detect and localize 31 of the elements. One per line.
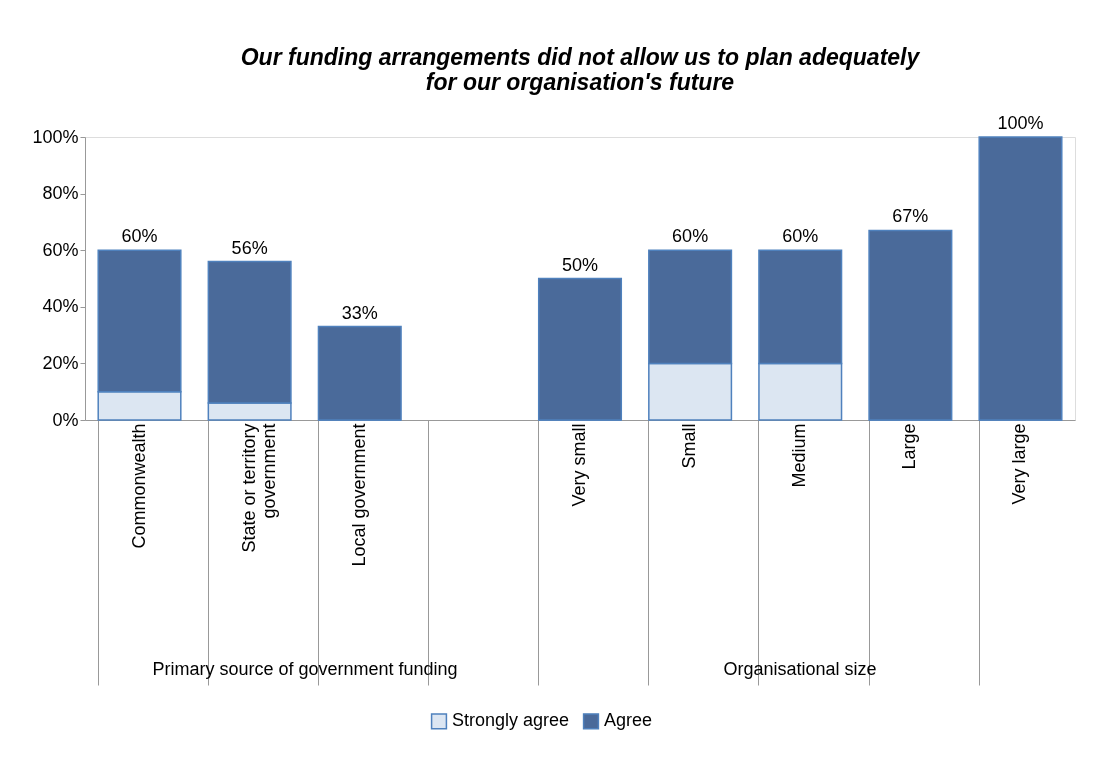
y-tick-label: 0% xyxy=(52,409,79,430)
y-tick-label: 60% xyxy=(42,239,79,260)
bar xyxy=(317,325,402,421)
text: Organisational size xyxy=(723,659,877,679)
x-tick-label: Large xyxy=(899,423,920,470)
y-tick-label: 40% xyxy=(42,296,79,317)
legend-label: Agree xyxy=(604,710,653,731)
total-label: 60% xyxy=(672,226,709,247)
chart-title: Our funding arrangements did not allow us to plan adequately for our organisation's future xyxy=(240,44,921,95)
total-label: 60% xyxy=(121,226,158,247)
x-tick-label: Very large xyxy=(1009,423,1030,505)
bar xyxy=(868,229,953,421)
x-tick-label: Medium xyxy=(789,423,810,488)
y-tick-label: 100% xyxy=(32,126,79,147)
legend-label: Strongly agree xyxy=(452,710,570,731)
x-tick-label: Commonwealth xyxy=(128,423,149,549)
total-label: 56% xyxy=(231,237,268,258)
x-tick-label: Small xyxy=(679,423,700,469)
y-tick-label: 20% xyxy=(42,352,79,373)
total-label: 100% xyxy=(997,113,1044,133)
total-label: 60% xyxy=(782,226,819,247)
x-tick-label: Local government xyxy=(348,423,369,567)
bar xyxy=(978,136,1063,421)
x-tick-label: Very small xyxy=(569,423,589,507)
total-label: 50% xyxy=(561,254,599,275)
total-label: 33% xyxy=(341,302,378,323)
x-tick-label: State or territory government xyxy=(238,423,279,553)
total-label: 67% xyxy=(892,206,929,227)
y-tick-label: 80% xyxy=(42,183,79,204)
bar xyxy=(537,277,623,421)
text: Primary source of government funding xyxy=(152,659,458,679)
